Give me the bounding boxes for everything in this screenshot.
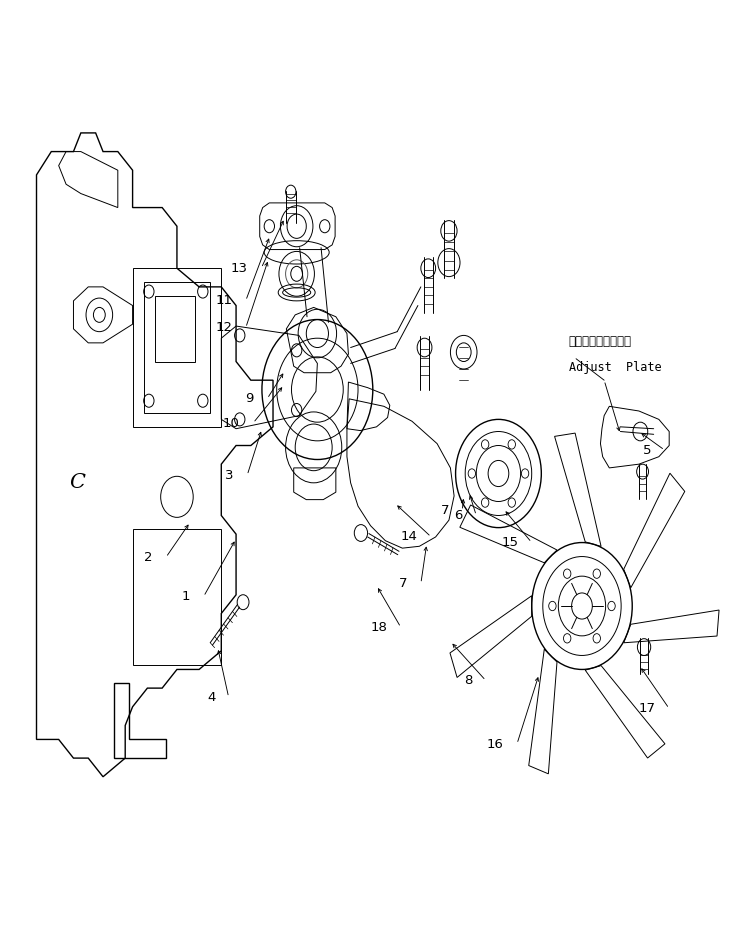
- Text: 10: 10: [223, 417, 239, 430]
- Text: アジャストプレート: アジャストプレート: [569, 334, 632, 348]
- Text: C: C: [69, 474, 85, 492]
- Text: 14: 14: [401, 530, 418, 544]
- Text: 1: 1: [181, 590, 191, 603]
- Text: 4: 4: [207, 691, 215, 704]
- Text: Adjust  Plate: Adjust Plate: [569, 361, 661, 374]
- Text: 16: 16: [486, 738, 504, 751]
- Text: 17: 17: [639, 702, 656, 715]
- Text: 9: 9: [245, 392, 254, 405]
- Text: 2: 2: [144, 551, 153, 564]
- Text: 7: 7: [399, 577, 407, 590]
- Text: 3: 3: [225, 469, 234, 482]
- Text: 18: 18: [370, 621, 388, 634]
- Text: 6: 6: [455, 509, 463, 522]
- Text: 13: 13: [231, 261, 248, 275]
- Text: 8: 8: [464, 674, 473, 688]
- Text: 5: 5: [643, 444, 651, 456]
- Text: 7: 7: [441, 505, 449, 517]
- Text: 11: 11: [215, 295, 233, 308]
- Text: 15: 15: [501, 536, 518, 549]
- Text: 12: 12: [215, 321, 233, 334]
